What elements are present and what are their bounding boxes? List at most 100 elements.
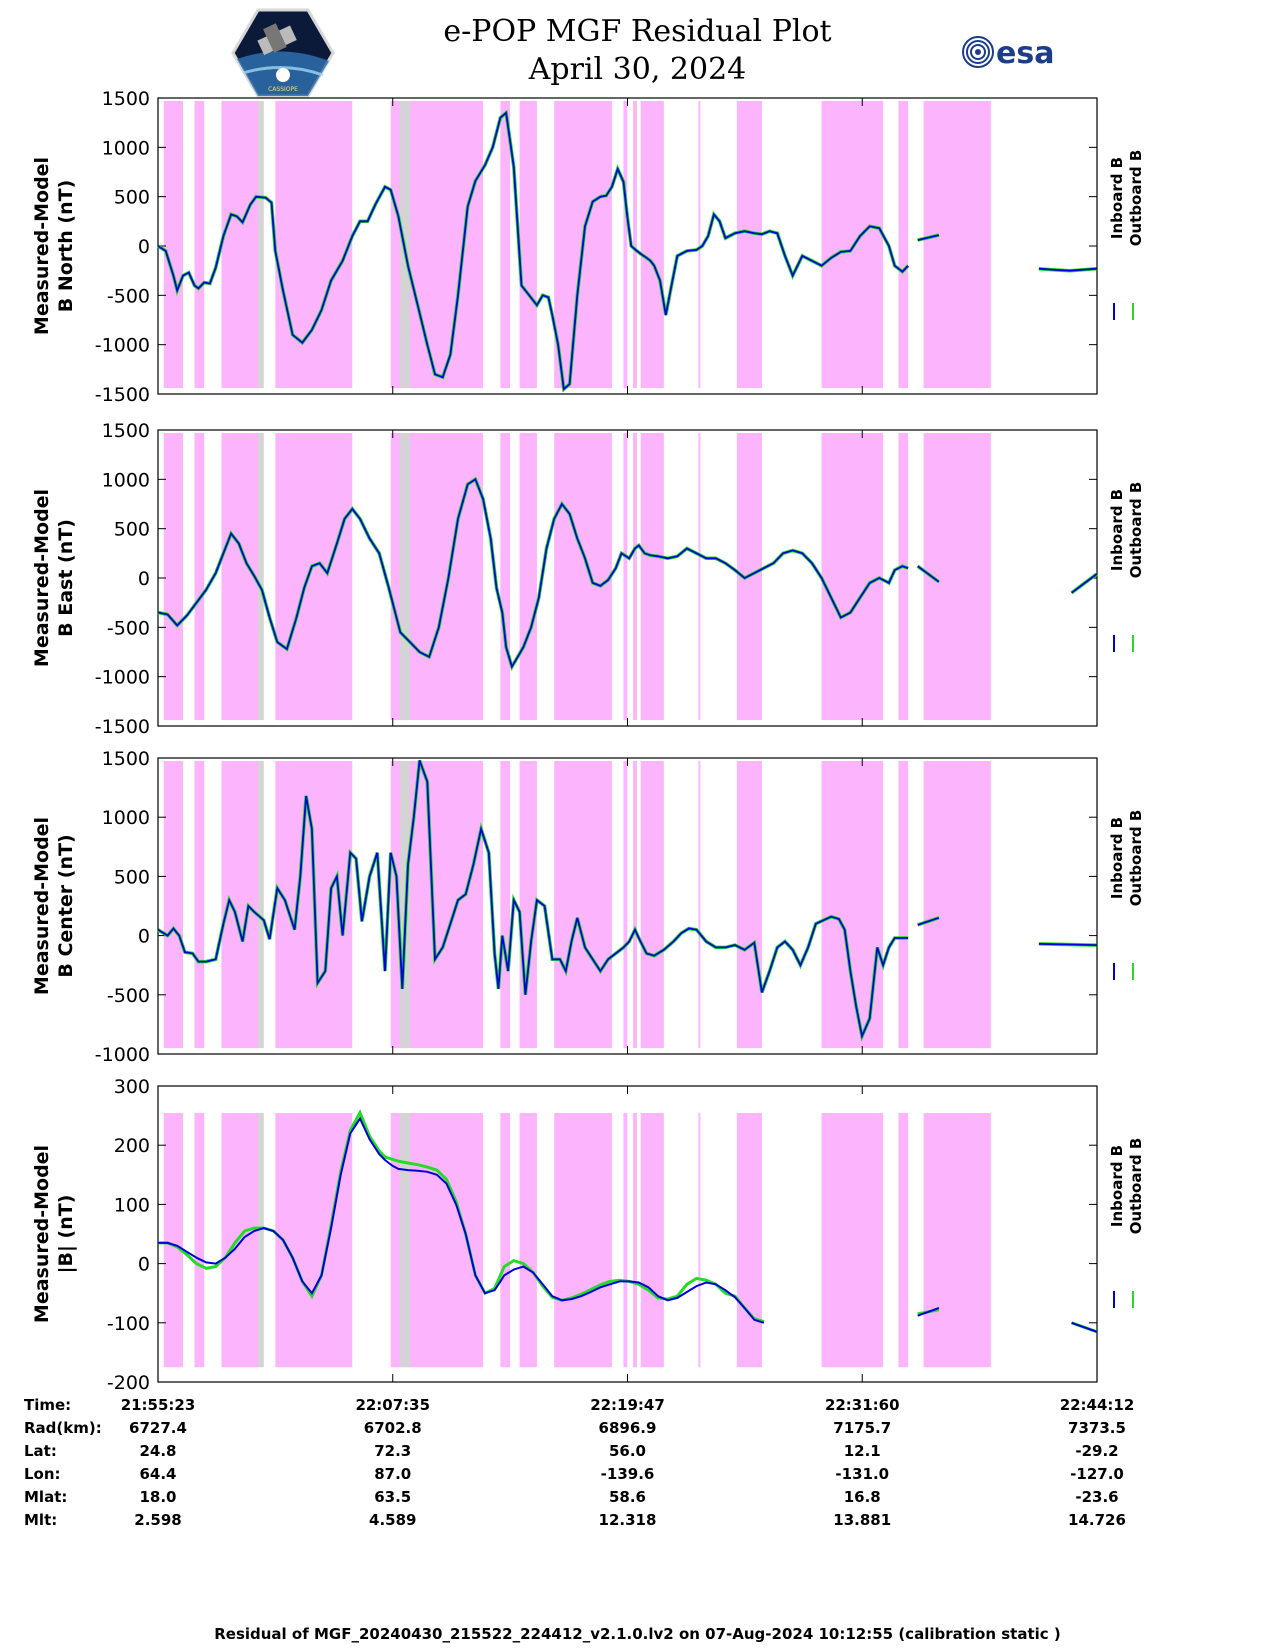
- panel-3: 1500 1000 500 0 -500 -1000 Measured-Model B Cen…: [31, 748, 1145, 1066]
- data-gap-band: [519, 433, 537, 721]
- data-gap-band: [898, 1113, 909, 1368]
- info-cell: 2.598: [134, 1511, 181, 1529]
- info-cell: 64.4: [139, 1465, 176, 1483]
- data-gap-band: [221, 433, 259, 721]
- info-cell: 22:44:12: [1060, 1396, 1135, 1414]
- y-tick-label: 1500: [102, 748, 150, 770]
- data-gap-band: [163, 433, 184, 721]
- panel-4: 300 200 100 0 -100 -200 Measured-Model |B| (nT)…: [31, 1076, 1145, 1394]
- data-gap-band: [519, 101, 537, 389]
- data-gap-band: [163, 761, 184, 1049]
- y-axis-label-line: B North (nT): [55, 180, 77, 313]
- y-tick-label: 500: [114, 519, 150, 541]
- info-cell: 58.6: [609, 1488, 646, 1506]
- calibration-band: [258, 1113, 264, 1368]
- y-axis-label: Measured-Model B North (nT): [31, 157, 77, 335]
- cassiope-logo: CASSIOPE: [231, 8, 335, 98]
- info-cell: -131.0: [835, 1465, 889, 1483]
- info-cell: 21:55:23: [121, 1396, 196, 1414]
- y-axis-label-line: B Center (nT): [55, 834, 77, 977]
- info-cell: 18.0: [139, 1488, 176, 1506]
- y-axis-label-line: Measured-Model: [31, 489, 53, 667]
- data-gap-band: [821, 101, 884, 389]
- y-tick-label: 0: [138, 568, 150, 590]
- legend-entry: Inboard B: [1108, 157, 1126, 239]
- legend-entry: Outboard B: [1127, 482, 1145, 579]
- legend-entry: Outboard B: [1127, 150, 1145, 247]
- data-gap-band: [923, 761, 991, 1049]
- y-axis-label-line: |B| (nT): [55, 1195, 77, 1274]
- data-gap-band: [554, 433, 612, 721]
- calibration-band: [400, 433, 410, 721]
- data-gap-band: [519, 761, 537, 1049]
- y-tick-label: -1000: [95, 1044, 150, 1066]
- data-gap-band: [554, 1113, 612, 1368]
- legend-entry: Inboard B: [1108, 489, 1126, 571]
- info-cell: 6702.8: [364, 1419, 422, 1437]
- legend-entry: Outboard B: [1127, 1138, 1145, 1235]
- y-tick-label: 1000: [102, 137, 150, 159]
- y-tick-label: 500: [114, 187, 150, 209]
- info-cell: 72.3: [374, 1442, 411, 1460]
- info-cell: 4.589: [369, 1511, 416, 1529]
- series-inboard-b: [157, 477, 909, 670]
- info-row-label: Rad(km):: [24, 1419, 102, 1437]
- y-tick-label: -1000: [95, 667, 150, 689]
- legend-label: Inboard BOutboard B: [1108, 810, 1145, 907]
- footer-caption: Residual of MGF_20240430_215522_224412_v…: [214, 1625, 1061, 1643]
- cassiope-logo-text: CASSIOPE: [268, 86, 298, 93]
- data-gap-band: [923, 1113, 991, 1368]
- data-gap-band: [821, 761, 884, 1049]
- info-cell: 24.8: [139, 1442, 176, 1460]
- series-inboard-b: [157, 760, 909, 1040]
- esa-logo-text: esa: [996, 36, 1054, 71]
- chart-date: April 30, 2024: [528, 52, 747, 87]
- data-gap-band: [640, 1113, 664, 1368]
- data-gap-band: [633, 761, 637, 1049]
- info-cell: 7175.7: [833, 1419, 891, 1437]
- data-gap-band: [163, 101, 184, 389]
- legend-entry: Outboard B: [1127, 810, 1145, 907]
- y-tick-label: 0: [138, 1254, 150, 1276]
- info-cell: 12.1: [844, 1442, 881, 1460]
- y-tick-label: -1500: [95, 716, 150, 738]
- data-gap-band: [923, 433, 991, 721]
- y-axis-label-line: Measured-Model: [31, 157, 53, 335]
- data-gap-band: [623, 761, 628, 1049]
- info-row-label: Mlat:: [24, 1488, 67, 1506]
- info-cell: 22:31:60: [825, 1396, 900, 1414]
- series-inboard-b: [157, 111, 909, 391]
- data-gap-band: [821, 1113, 884, 1368]
- info-cell: 13.881: [833, 1511, 891, 1529]
- y-axis-label-line: B East (nT): [55, 519, 77, 637]
- y-tick-label: 1000: [102, 807, 150, 829]
- info-row-label: Mlt:: [24, 1511, 57, 1529]
- calibration-band: [258, 433, 264, 721]
- data-gap-band: [519, 1113, 537, 1368]
- data-gap-band: [640, 101, 664, 389]
- data-gap-band: [163, 1113, 184, 1368]
- data-gap-band: [500, 761, 510, 1049]
- data-gap-band: [736, 101, 762, 389]
- data-gap-band: [554, 761, 612, 1049]
- data-gap-band: [698, 433, 701, 721]
- series-inboard-b: [1038, 943, 1097, 946]
- data-gap-band: [736, 1113, 762, 1368]
- panel-1: 1500 1000 500 0 -500 -1000 -1500 Measured-Model…: [31, 88, 1145, 406]
- data-gap-band: [194, 1113, 205, 1368]
- calibration-band: [400, 1113, 410, 1368]
- y-axis-label: Measured-Model B Center (nT): [31, 817, 77, 995]
- data-gap-band: [633, 101, 637, 389]
- info-cell: -127.0: [1070, 1465, 1124, 1483]
- data-gap-band: [698, 1113, 701, 1368]
- y-tick-label: 500: [114, 866, 150, 888]
- calibration-band: [258, 761, 264, 1049]
- y-tick-label: -1500: [95, 384, 150, 406]
- data-gap-band: [500, 1113, 510, 1368]
- data-gap-band: [275, 433, 353, 721]
- info-cell: 22:07:35: [355, 1396, 430, 1414]
- y-tick-label: 300: [114, 1076, 150, 1098]
- data-gap-band: [221, 1113, 259, 1368]
- data-gap-band: [633, 1113, 637, 1368]
- data-gap-band: [736, 761, 762, 1049]
